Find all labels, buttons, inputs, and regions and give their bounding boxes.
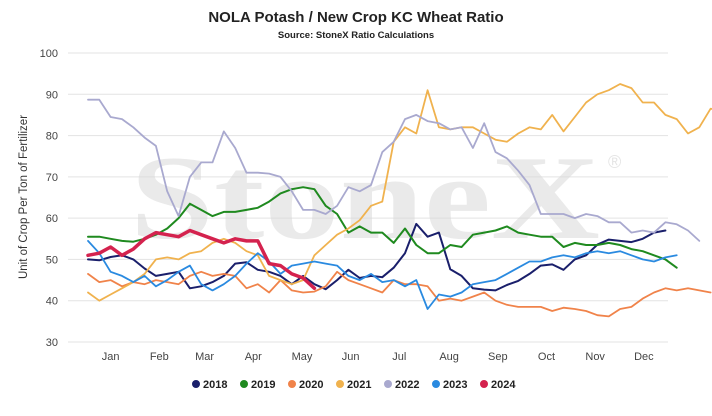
legend-marker-2022 bbox=[384, 380, 392, 388]
legend-label-2024: 2024 bbox=[491, 379, 516, 391]
series-line-2024 bbox=[86, 228, 317, 291]
legend: 2018 2019 2020 2021 2022 2023 2024 bbox=[192, 379, 516, 391]
x-tick-label: Aug bbox=[439, 351, 459, 363]
legend-label-2018: 2018 bbox=[203, 379, 227, 391]
watermark-text: StoneX bbox=[130, 131, 600, 264]
legend-marker-2023 bbox=[432, 380, 440, 388]
legend-label-2021: 2021 bbox=[347, 379, 371, 391]
legend-label-2020: 2020 bbox=[299, 379, 323, 391]
series-line-2023 bbox=[87, 239, 678, 310]
x-tick-label: Feb bbox=[150, 351, 169, 363]
x-tick-label: Jul bbox=[392, 351, 406, 363]
watermark-registered-mark: ® bbox=[608, 152, 621, 172]
y-axis-ticks: 30 40 50 60 70 80 90 100 bbox=[40, 48, 58, 349]
series-line-2020 bbox=[87, 270, 712, 318]
y-tick-label: 30 bbox=[46, 337, 58, 349]
gridlines bbox=[68, 52, 668, 343]
y-tick-label: 60 bbox=[46, 213, 58, 225]
x-tick-label: Oct bbox=[538, 351, 555, 363]
legend-label-2019: 2019 bbox=[251, 379, 275, 391]
legend-label-2022: 2022 bbox=[395, 379, 419, 391]
legend-label-2023: 2023 bbox=[443, 379, 467, 391]
y-axis-label: Unit of Crop Per Ton of Fertilizer bbox=[18, 115, 30, 279]
series-line-2021 bbox=[87, 83, 712, 302]
legend-marker-2018 bbox=[192, 380, 200, 388]
x-tick-label: Nov bbox=[585, 351, 605, 363]
y-tick-label: 90 bbox=[46, 89, 58, 101]
chart-subtitle: Source: StoneX Ratio Calculations bbox=[278, 30, 434, 41]
y-tick-label: 50 bbox=[46, 254, 58, 266]
legend-marker-2020 bbox=[288, 380, 296, 388]
x-tick-label: May bbox=[292, 351, 313, 363]
legend-marker-2021 bbox=[336, 380, 344, 388]
x-tick-label: Apr bbox=[245, 351, 262, 363]
y-tick-label: 40 bbox=[46, 296, 58, 308]
stonex-watermark: StoneX ® bbox=[130, 131, 621, 264]
x-tick-label: Dec bbox=[634, 351, 654, 363]
y-tick-label: 70 bbox=[46, 172, 58, 184]
legend-marker-2019 bbox=[240, 380, 248, 388]
x-tick-label: Jun bbox=[342, 351, 360, 363]
x-axis-ticks: Jan Feb Mar Apr May Jun Jul Aug Sep Oct Nov Dec bbox=[102, 351, 654, 363]
legend-marker-2024 bbox=[480, 380, 488, 388]
x-tick-label: Sep bbox=[488, 351, 508, 363]
x-tick-label: Jan bbox=[102, 351, 120, 363]
series-lines bbox=[86, 83, 712, 318]
x-tick-label: Mar bbox=[195, 351, 214, 363]
series-line-2019 bbox=[87, 186, 678, 269]
y-tick-label: 80 bbox=[46, 131, 58, 143]
chart-title: NOLA Potash / New Crop KC Wheat Ratio bbox=[208, 9, 503, 26]
series-line-2022 bbox=[87, 98, 701, 242]
y-tick-label: 100 bbox=[40, 48, 58, 60]
